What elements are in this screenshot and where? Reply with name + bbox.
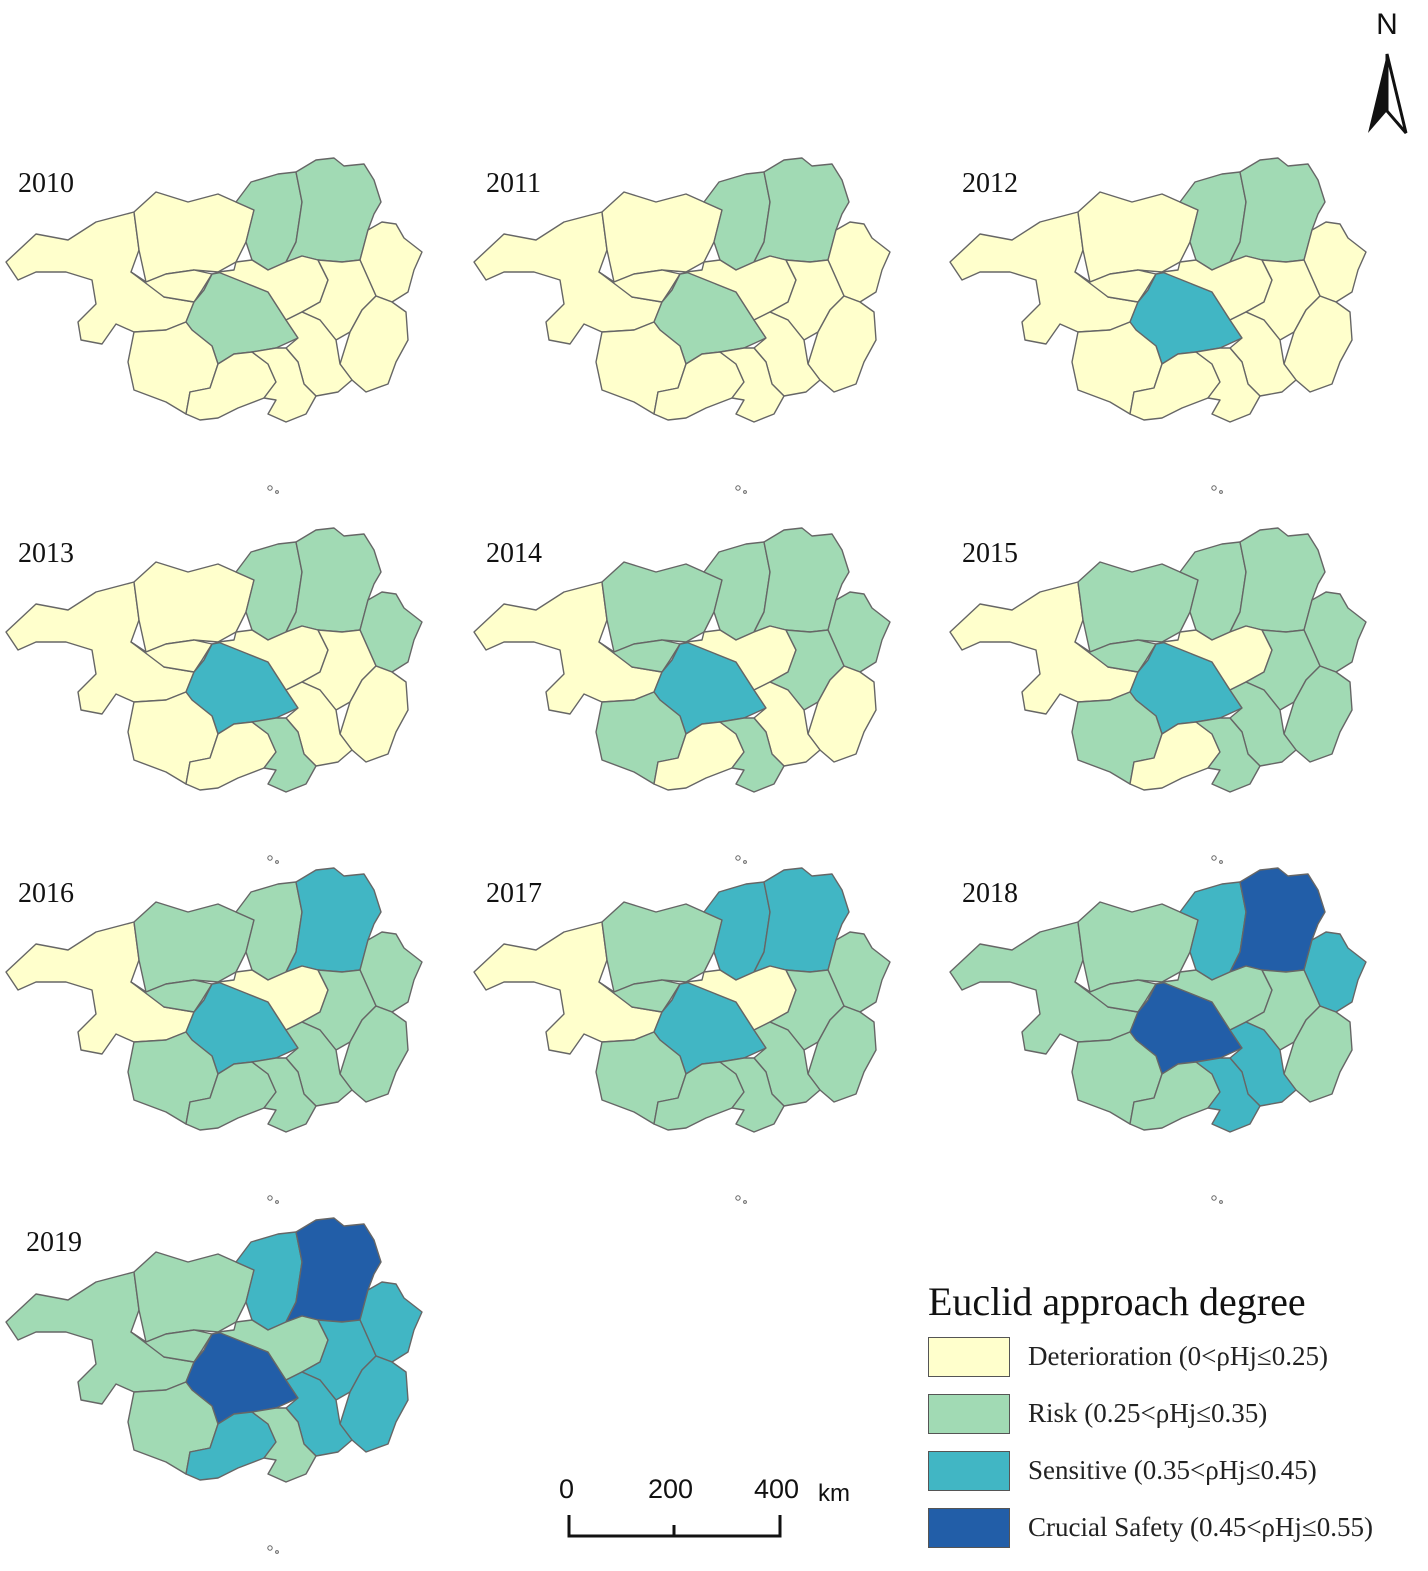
legend-swatch — [928, 1337, 1010, 1377]
choropleth-map — [949, 867, 1367, 1204]
map-region-14 — [1195, 347, 1261, 423]
island-1 — [1211, 855, 1217, 861]
legend-swatch — [928, 1508, 1010, 1548]
legend-items: Deterioration (0<ρHj≤0.25) Risk (0.25<ρHj… — [928, 1337, 1423, 1565]
legend-label: Sensitive (0.35<ρHj≤0.45) — [1028, 1455, 1317, 1485]
island-2 — [275, 1200, 279, 1204]
map-year-label: 2016 — [18, 878, 74, 909]
map-region-14 — [251, 717, 317, 793]
map-region-14 — [251, 1407, 317, 1483]
island-1 — [267, 485, 273, 491]
north-arrow-icon — [1368, 53, 1408, 134]
choropleth-map — [5, 527, 423, 864]
legend-label: Deterioration (0<ρHj≤0.25) — [1028, 1341, 1328, 1371]
legend-item-deterioration: Deterioration (0<ρHj≤0.25) — [928, 1337, 1423, 1394]
north-arrow-label: N — [1376, 8, 1398, 41]
scale-tick-0: 0 — [559, 1474, 575, 1504]
island-1 — [735, 1195, 741, 1201]
island-1 — [735, 855, 741, 861]
north-arrow: N — [1360, 8, 1420, 136]
island-1 — [1211, 485, 1217, 491]
legend-title: Euclid approach degree — [928, 1279, 1306, 1324]
choropleth-map — [5, 867, 423, 1204]
legend-label: Risk (0.25<ρHj≤0.35) — [1028, 1398, 1268, 1428]
scale-bar: 0 200 400 km — [540, 1470, 870, 1550]
island-2 — [1219, 860, 1223, 864]
island-2 — [743, 490, 747, 494]
scale-bar-line — [567, 1515, 782, 1538]
map-region-14 — [719, 1057, 785, 1133]
map-region-14 — [251, 1057, 317, 1133]
choropleth-map — [473, 867, 891, 1204]
map-year-label: 2013 — [18, 538, 74, 569]
map-region-14 — [251, 347, 317, 423]
legend-item-crucial-safety: Crucial Safety (0.45<ρHj≤0.55) — [928, 1508, 1423, 1565]
map-region-14 — [1195, 717, 1261, 793]
island-2 — [743, 860, 747, 864]
scale-unit: km — [818, 1480, 850, 1507]
island-2 — [275, 1550, 279, 1554]
map-year-label: 2010 — [18, 168, 74, 199]
map-year-label: 2014 — [486, 538, 542, 569]
legend-item-risk: Risk (0.25<ρHj≤0.35) — [928, 1394, 1423, 1451]
choropleth-map — [473, 157, 891, 494]
scale-tick-200: 200 — [648, 1474, 694, 1504]
map-region-14 — [719, 347, 785, 423]
island-1 — [1211, 1195, 1217, 1201]
map-region-14 — [719, 717, 785, 793]
choropleth-map — [949, 527, 1367, 864]
choropleth-map — [5, 1217, 423, 1554]
map-year-label: 2019 — [26, 1227, 82, 1258]
choropleth-map — [473, 527, 891, 864]
island-1 — [735, 485, 741, 491]
island-1 — [267, 1195, 273, 1201]
island-2 — [1219, 490, 1223, 494]
map-year-label: 2012 — [962, 168, 1018, 199]
island-2 — [275, 490, 279, 494]
map-year-label: 2011 — [486, 168, 541, 199]
legend-swatch — [928, 1394, 1010, 1434]
island-1 — [267, 1545, 273, 1551]
island-1 — [267, 855, 273, 861]
map-year-label: 2018 — [962, 878, 1018, 909]
island-2 — [743, 1200, 747, 1204]
map-year-label: 2017 — [486, 878, 542, 909]
choropleth-map — [949, 157, 1367, 494]
map-region-14 — [1195, 1057, 1261, 1133]
island-2 — [1219, 1200, 1223, 1204]
legend-swatch — [928, 1451, 1010, 1491]
choropleth-map — [5, 157, 423, 494]
scale-tick-400: 400 — [754, 1474, 800, 1504]
map-year-label: 2015 — [962, 538, 1018, 569]
legend-label: Crucial Safety (0.45<ρHj≤0.55) — [1028, 1512, 1373, 1542]
island-2 — [275, 860, 279, 864]
legend-item-sensitive: Sensitive (0.35<ρHj≤0.45) — [928, 1451, 1423, 1508]
legend: Euclid approach degree Deterioration (0<… — [928, 1278, 1423, 1565]
